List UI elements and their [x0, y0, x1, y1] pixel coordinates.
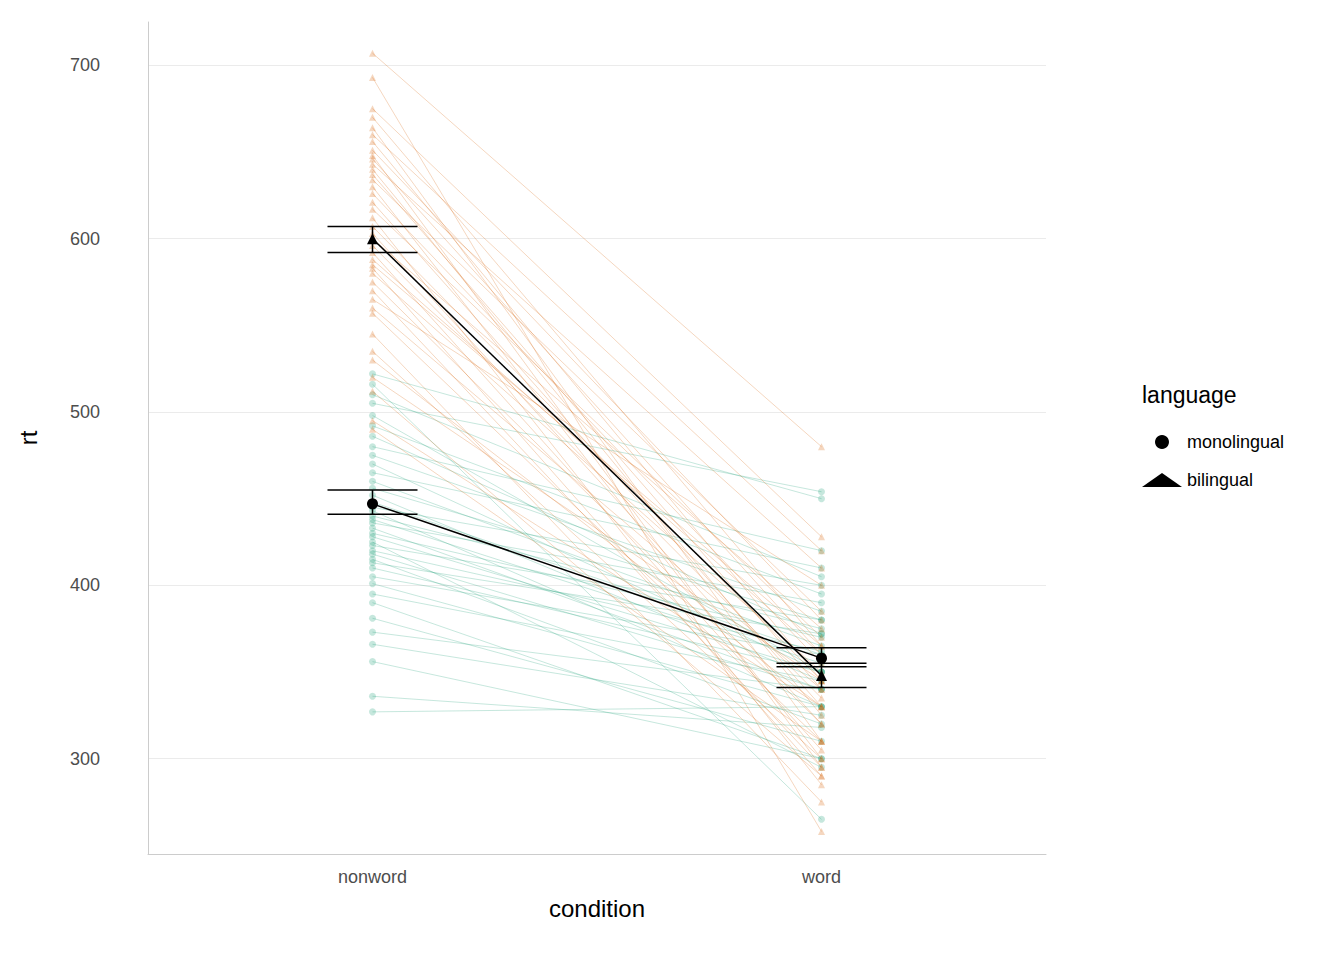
svg-text:word: word [801, 867, 841, 887]
svg-text:bilingual: bilingual [1187, 470, 1253, 490]
svg-text:300: 300 [70, 749, 100, 769]
svg-text:nonword: nonword [338, 867, 407, 887]
svg-text:700: 700 [70, 55, 100, 75]
svg-text:rt: rt [15, 430, 42, 445]
svg-text:condition: condition [549, 895, 645, 922]
svg-text:monolingual: monolingual [1187, 432, 1284, 452]
svg-text:500: 500 [70, 402, 100, 422]
svg-text:language: language [1142, 382, 1237, 408]
svg-text:400: 400 [70, 575, 100, 595]
svg-text:600: 600 [70, 229, 100, 249]
